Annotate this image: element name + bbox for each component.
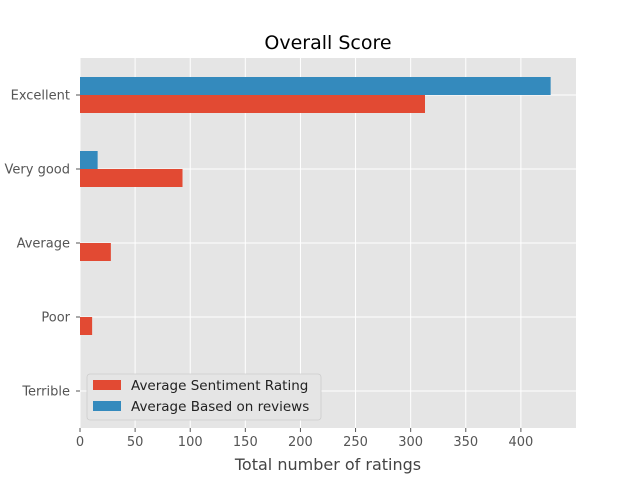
bar-0-excellent: [80, 95, 425, 113]
x-tick-label-5: 250: [343, 435, 368, 450]
legend: Average Sentiment Rating Average Based o…: [86, 373, 322, 421]
y-tick-label-4: Terrible: [21, 385, 70, 400]
y-axis-ticks: Excellent Very good Average Poor Terrible: [5, 89, 80, 400]
y-tick-label-0: Excellent: [11, 89, 70, 104]
legend-label-1: Average Based on reviews: [131, 399, 309, 415]
bars: [80, 77, 551, 335]
bar-0-very-good: [80, 169, 183, 187]
x-tick-label-1: 50: [127, 435, 144, 450]
y-tick-label-3: Poor: [41, 311, 70, 326]
legend-box: [86, 373, 322, 421]
x-tick-label-6: 300: [398, 435, 423, 450]
legend-swatch-1: [93, 401, 121, 411]
x-tick-label-8: 400: [508, 435, 533, 450]
legend-label-0: Average Sentiment Rating: [131, 378, 308, 394]
chart-title: Overall Score: [264, 32, 391, 54]
y-tick-label-2: Average: [17, 237, 70, 252]
x-tick-label-2: 100: [178, 435, 203, 450]
x-axis-title: Total number of ratings: [234, 455, 421, 474]
bar-1-very-good: [80, 151, 98, 169]
x-tick-label-3: 150: [233, 435, 258, 450]
bar-0-poor: [80, 317, 93, 335]
y-tick-label-1: Very good: [5, 163, 70, 178]
legend-swatch-0: [93, 380, 121, 390]
x-tick-label-7: 350: [453, 435, 478, 450]
x-tick-label-0: 0: [76, 435, 84, 450]
bar-0-average: [80, 243, 111, 261]
x-tick-label-4: 200: [288, 435, 313, 450]
x-axis-ticks: 0 50 100 150 200 250 300 350 400: [76, 428, 533, 450]
bar-1-excellent: [80, 77, 551, 95]
